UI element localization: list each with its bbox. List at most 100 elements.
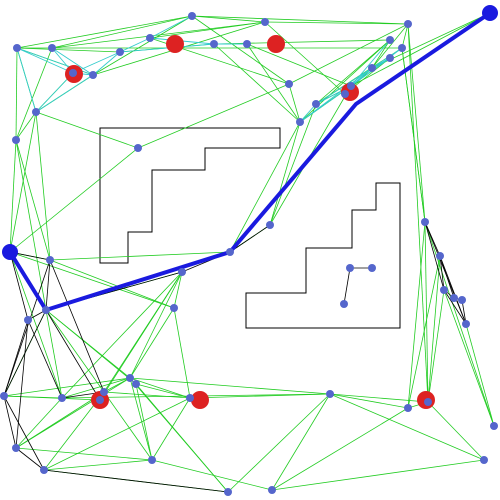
roadmap-edge [9,111,37,253]
graph-node [326,390,334,398]
graph-node [436,252,444,260]
graph-node [13,44,21,52]
graph-node [178,268,186,276]
graph-node [0,392,8,400]
graph-edge [15,447,45,471]
graph-node [312,100,320,108]
roadmap-edge [15,47,53,141]
roadmap-edge [269,103,317,226]
nodes-layer [0,5,498,496]
roadmap-edge [92,15,193,76]
graph-node [480,456,488,464]
graph-node [346,264,354,272]
local-edge [299,103,317,123]
roadmap-edge [49,259,175,309]
roadmap-edge [401,47,426,223]
roadmap-edge [229,121,301,253]
graph-node [12,444,20,452]
local-edge [149,15,193,39]
roadmap-edge [465,323,495,427]
graph-node [285,80,293,88]
roadmap-edge [45,309,63,399]
goal-marker [267,35,285,53]
graph-edge [461,299,467,325]
goal-marker [166,35,184,53]
path-endpoint [482,5,498,21]
graph-edge [3,395,17,449]
roadmap-edge [427,401,485,461]
roadmap-edge [443,289,495,427]
local-edge [35,74,94,113]
graph-node [398,44,406,52]
roadmap-edge [129,377,331,395]
graph-edge [3,395,45,471]
roadmap-edge [264,21,409,25]
roadmap-edge [15,139,47,311]
graph-edge [15,319,29,449]
roadmap-edge [329,393,485,461]
roadmap-edge [45,309,137,385]
roadmap-edge [3,395,63,399]
roadmap-edge [9,251,63,399]
roadmap-edge [15,447,153,461]
graph-node [347,82,355,90]
roadmap-edge [43,397,191,471]
roadmap-edge [288,83,301,123]
graph-node [134,144,142,152]
graph-edge [9,251,29,321]
roadmap-edge [246,43,352,87]
roadmap-edge [151,459,273,491]
graph-edge [343,267,351,305]
roadmap-edge [401,23,409,49]
graph-node [490,422,498,430]
graph-node [386,54,394,62]
graph-node [132,380,140,388]
local-edge [350,57,391,87]
obstacles-layer [99,127,401,329]
roadmap-edge [135,383,191,399]
graph-node [188,12,196,20]
roadmap-edge [15,47,18,141]
roadmap-edge [191,15,409,25]
roadmap-edge [407,23,429,403]
graph-node [261,18,269,26]
graph-node [32,108,40,116]
roadmap-edge [191,15,266,23]
roadmap-edge [129,377,191,399]
roadmap-edge [213,43,301,123]
roadmap-edge [129,271,183,379]
graph-node [424,398,432,406]
roadmap-edge [16,47,121,53]
graph-node [46,256,54,264]
graph-node [126,374,134,382]
goal-marker [191,391,209,409]
roadmap-edge [191,15,290,85]
graph-node [368,264,376,272]
roadmap-edge [35,111,139,149]
graph-node [404,20,412,28]
graph-node [450,294,458,302]
graph-edge [424,221,445,291]
roadmap-edge [407,221,426,409]
graph-edge [229,224,271,253]
roadmap-edge [149,21,266,39]
obstacle [99,127,281,264]
roadmap-edge [15,139,51,261]
graph-edge [443,289,467,325]
roadmap-edge [103,271,183,393]
local-edge [51,47,94,76]
roadmap-edge [371,39,391,69]
local-edge [299,67,373,123]
roadmap-edge [9,251,175,309]
graph-node [12,136,20,144]
local-edge [35,72,74,113]
local-edge [92,51,121,76]
graph-edge [43,469,229,493]
graph-node [268,486,276,494]
graph-edge [439,255,455,299]
graph-node [226,248,234,256]
graph-node [421,218,429,226]
graph-node [341,90,349,98]
roadmap-edge [51,21,266,49]
roadmap-edge [271,393,331,491]
